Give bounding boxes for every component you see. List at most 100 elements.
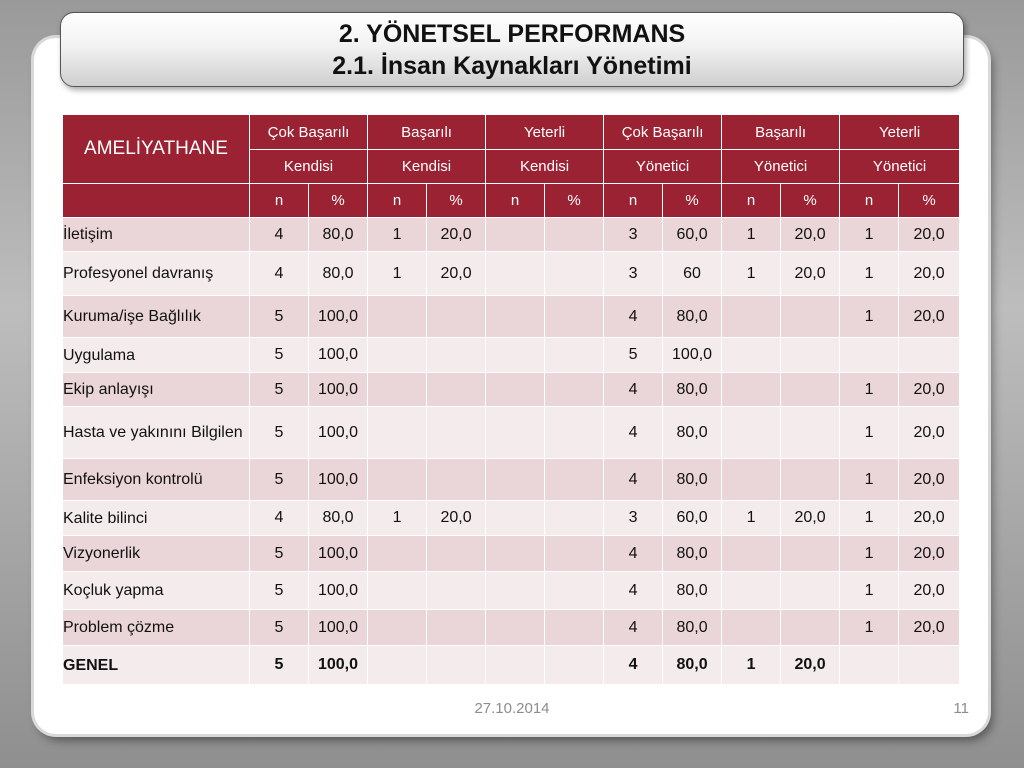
cell-n: 5 — [603, 337, 664, 373]
cell-n: 1 — [839, 571, 900, 610]
subheader-n: n — [249, 183, 309, 218]
cell-n: 1 — [839, 251, 900, 296]
group-header: Başarılı — [721, 114, 841, 150]
cell-n: 4 — [603, 372, 664, 407]
cell-percent: 20,0 — [898, 251, 961, 296]
cell-percent: 20,0 — [898, 458, 961, 501]
row-label: İletişim — [62, 217, 250, 252]
cell-percent: 20,0 — [898, 295, 961, 338]
group-header: Çok Başarılı — [603, 114, 723, 150]
footer-date: 27.10.2014 — [474, 700, 550, 717]
subheader-n: n — [367, 183, 428, 218]
cell-percent — [544, 406, 605, 459]
blank-header — [62, 183, 250, 218]
cell-n: 5 — [249, 337, 309, 373]
cell-n: 5 — [249, 609, 309, 646]
row-label: Profesyonel davranış — [62, 251, 250, 296]
cell-percent: 80,0 — [307, 500, 369, 536]
cell-n — [485, 251, 546, 296]
cell-n: 1 — [367, 251, 428, 296]
row-label: Kuruma/işe Bağlılık — [62, 295, 250, 338]
cell-n — [839, 337, 900, 373]
cell-percent: 80,0 — [662, 295, 723, 338]
cell-percent — [780, 406, 841, 459]
cell-n: 4 — [249, 217, 309, 252]
row-label: Kalite bilinci — [62, 500, 250, 536]
cell-n — [721, 372, 782, 407]
cell-percent — [544, 535, 605, 572]
cell-n: 5 — [249, 406, 309, 459]
cell-n — [367, 372, 428, 407]
cell-percent — [426, 458, 487, 501]
cell-n — [721, 406, 782, 459]
row-label: Problem çözme — [62, 609, 250, 646]
cell-percent: 100,0 — [307, 406, 369, 459]
cell-percent: 80,0 — [662, 609, 723, 646]
cell-percent: 100,0 — [307, 535, 369, 572]
cell-n — [721, 535, 782, 572]
performance-table: AMELİYATHANE Çok Başarılı Başarılı Yeter… — [62, 114, 961, 685]
cell-percent — [780, 337, 841, 373]
table-row: Kuruma/işe Bağlılık 5 100,0 4 80,0 1 20,0 — [62, 295, 961, 338]
cell-n: 1 — [839, 500, 900, 536]
evaluator-header-row: Kendisi Kendisi Kendisi Yönetici Yönetic… — [63, 149, 961, 184]
table-row: Koçluk yapma 5 100,0 4 80,0 1 20,0 — [62, 571, 961, 610]
evaluator-header: Yönetici — [721, 149, 841, 184]
cell-n: 5 — [249, 535, 309, 572]
cell-n: 1 — [367, 500, 428, 536]
cell-n: 5 — [249, 645, 309, 685]
cell-n: 4 — [603, 295, 664, 338]
cell-n: 5 — [249, 571, 309, 610]
cell-percent: 20,0 — [898, 609, 961, 646]
subheader-n: n — [839, 183, 900, 218]
group-header-row: AMELİYATHANE Çok Başarılı Başarılı Yeter… — [62, 114, 961, 184]
row-label: Vizyonerlik — [62, 535, 250, 572]
subheader-n: n — [603, 183, 664, 218]
cell-n — [367, 406, 428, 459]
cell-percent — [544, 500, 605, 536]
cell-percent — [780, 458, 841, 501]
cell-percent — [780, 609, 841, 646]
table-row: Hasta ve yakınını Bilgilen 5 100,0 4 80,0 1 20… — [62, 406, 961, 459]
cell-n — [367, 609, 428, 646]
table-row: Kalite bilinci 4 80,0 1 20,0 3 60,0 1 20,0 1 20,0 — [62, 500, 961, 536]
cell-n: 4 — [603, 645, 664, 685]
cell-percent — [426, 571, 487, 610]
cell-percent: 80,0 — [662, 535, 723, 572]
table-row: Enfeksiyon kontrolü 5 100,0 4 80,0 1 20,0 — [62, 458, 961, 501]
title-box: 2. YÖNETSEL PERFORMANS 2.1. İnsan Kaynak… — [60, 12, 964, 87]
cell-n — [485, 500, 546, 536]
cell-percent: 100,0 — [307, 571, 369, 610]
evaluator-header: Yönetici — [839, 149, 961, 184]
cell-percent: 80,0 — [662, 372, 723, 407]
cell-n — [367, 645, 428, 685]
cell-percent — [544, 372, 605, 407]
cell-n — [367, 535, 428, 572]
cell-percent — [544, 609, 605, 646]
row-label: Hasta ve yakınını Bilgilen — [62, 406, 250, 459]
cell-percent: 80,0 — [662, 571, 723, 610]
cell-n — [485, 337, 546, 373]
table-row: İletişim 4 80,0 1 20,0 3 60,0 1 20,0 1 20,0 — [62, 217, 961, 252]
cell-percent — [780, 295, 841, 338]
cell-n: 4 — [249, 251, 309, 296]
cell-percent: 20,0 — [898, 217, 961, 252]
table-row: GENEL 5 100,0 4 80,0 1 20,0 — [62, 645, 961, 685]
cell-n — [721, 458, 782, 501]
table-body: İletişim 4 80,0 1 20,0 3 60,0 1 20,0 1 20,0 Profesy… — [62, 217, 961, 685]
cell-percent — [544, 645, 605, 685]
cell-percent: 20,0 — [898, 500, 961, 536]
cell-percent — [898, 337, 961, 373]
subheader-n: n — [485, 183, 546, 218]
cell-n: 1 — [839, 217, 900, 252]
cell-percent: 100,0 — [307, 458, 369, 501]
cell-n — [367, 295, 428, 338]
cell-percent — [426, 645, 487, 685]
cell-percent: 20,0 — [780, 500, 841, 536]
cell-percent — [426, 372, 487, 407]
group-header: Başarılı — [367, 114, 487, 150]
cell-percent — [780, 372, 841, 407]
cell-n: 1 — [367, 217, 428, 252]
row-label: Uygulama — [62, 337, 250, 373]
cell-n: 1 — [721, 251, 782, 296]
